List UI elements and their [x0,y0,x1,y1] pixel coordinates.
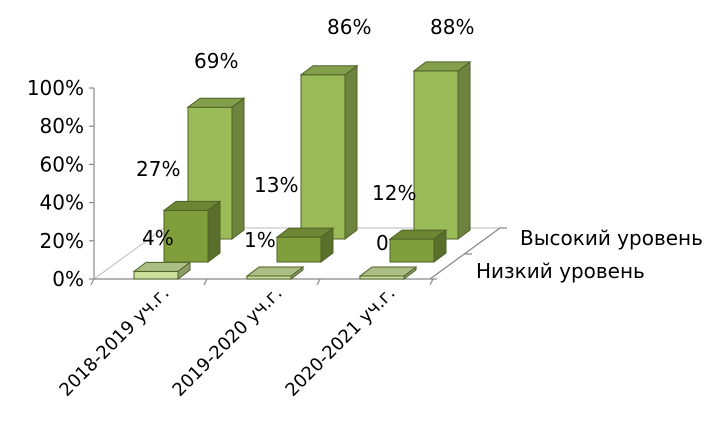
bar [358,266,418,280]
bar-side [207,200,221,263]
bar-front [133,270,179,280]
x-tick-mark [203,278,208,286]
bar-side [344,64,358,240]
bar [412,60,472,240]
bar [388,229,448,263]
category-label: 2018-2019 уч.г. [55,283,173,401]
bar-top [299,65,359,76]
bar-top [412,61,472,72]
bar-front [389,238,435,263]
bar-top [275,227,335,238]
category-label: 2019-2020 уч.г. [168,283,286,401]
bar-front [276,236,322,263]
bar [275,227,335,263]
bar-top [162,200,222,211]
bar-front [413,70,459,240]
y-tick-label: 40% [40,191,84,215]
bar-side [457,60,471,240]
y-tick-label: 20% [40,229,84,253]
data-label: 88% [430,15,474,39]
depth-axis-label: Высокий уровень [520,226,703,250]
data-label: 0 [376,231,389,255]
data-label: 12% [372,181,416,205]
data-label: 69% [194,49,238,73]
data-label: 4% [142,226,174,250]
bar-top [388,229,448,240]
category-label: 2020-2021 уч.г. [281,283,399,401]
depth-axis-label: Низкий уровень [476,259,645,283]
y-tick-label: 100% [27,76,84,100]
floor [90,227,507,286]
y-tick-label: 80% [40,114,84,138]
bar-side [231,97,245,240]
bar [245,266,305,280]
data-label: 86% [327,15,371,39]
bar [299,64,359,240]
x-tick-mark [90,278,95,286]
data-label: 27% [136,157,180,181]
bar-top [186,97,246,108]
bar-top [358,266,418,277]
x-tick-mark [429,278,434,286]
y-tick-label: 0% [52,267,84,291]
y-tick-label: 60% [40,152,84,176]
bar-top [132,261,192,272]
x-tick-mark [316,278,321,286]
data-label: 1% [244,228,276,252]
bar-top [245,266,305,277]
y-axis: 0% 20% 40% 60% 80% 100% [27,76,95,291]
bar-front [300,74,346,240]
data-label: 13% [254,173,298,197]
bar [132,261,192,280]
